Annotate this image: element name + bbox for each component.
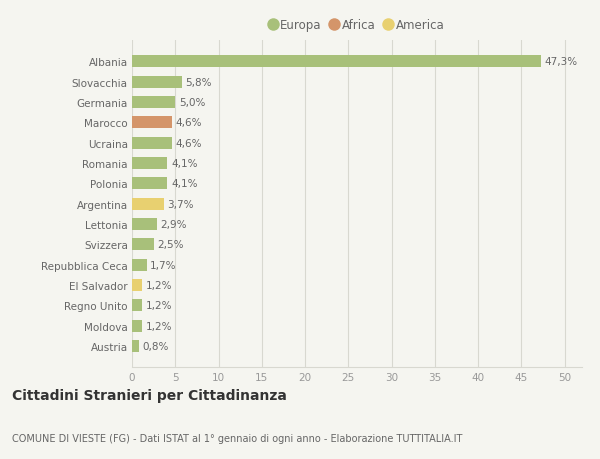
Bar [132,239,154,251]
Text: 4,6%: 4,6% [175,139,202,148]
Bar [132,137,172,150]
Bar [132,320,142,332]
Text: COMUNE DI VIESTE (FG) - Dati ISTAT al 1° gennaio di ogni anno - Elaborazione TUT: COMUNE DI VIESTE (FG) - Dati ISTAT al 1°… [12,433,463,442]
Bar [132,198,164,210]
Text: 0,8%: 0,8% [142,341,169,351]
Text: 3,7%: 3,7% [167,199,194,209]
Text: 5,0%: 5,0% [179,98,205,108]
Bar [132,157,167,170]
Bar [132,280,142,291]
Text: 1,2%: 1,2% [146,321,172,331]
Bar [132,97,175,109]
Text: 1,2%: 1,2% [146,301,172,311]
Bar [132,117,172,129]
Text: 2,9%: 2,9% [161,219,187,230]
Text: Cittadini Stranieri per Cittadinanza: Cittadini Stranieri per Cittadinanza [12,388,287,403]
Text: 4,1%: 4,1% [171,179,197,189]
Legend: Europa, Africa, America: Europa, Africa, America [265,15,449,37]
Bar [132,218,157,230]
Bar [132,340,139,353]
Text: 1,7%: 1,7% [150,260,176,270]
Text: 4,1%: 4,1% [171,159,197,168]
Text: 47,3%: 47,3% [545,57,578,67]
Bar [132,178,167,190]
Bar [132,259,147,271]
Bar [132,300,142,312]
Text: 5,8%: 5,8% [185,78,212,88]
Bar [132,56,541,68]
Bar [132,76,182,89]
Text: 1,2%: 1,2% [146,280,172,291]
Text: 2,5%: 2,5% [157,240,184,250]
Text: 4,6%: 4,6% [175,118,202,128]
